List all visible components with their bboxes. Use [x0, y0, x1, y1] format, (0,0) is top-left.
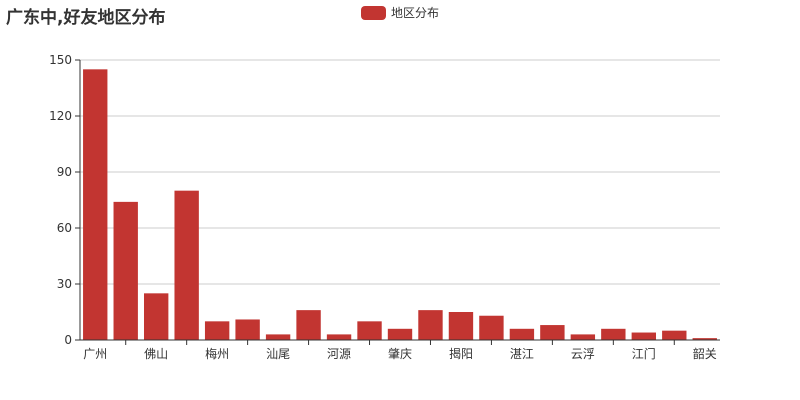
x-tick-label: 韶关	[693, 346, 717, 361]
bar	[692, 338, 717, 340]
bar	[235, 319, 260, 340]
bar	[204, 321, 230, 340]
y-tick-label: 60	[57, 221, 72, 235]
bar	[601, 328, 626, 340]
x-tick-label: 广州	[83, 347, 107, 361]
chart-title: 广东中,好友地区分布	[6, 8, 166, 28]
bar	[448, 312, 474, 340]
x-tick-label: 江门	[632, 346, 656, 361]
bar	[662, 330, 687, 340]
x-tick-label: 河源	[327, 347, 351, 361]
bar	[83, 69, 108, 340]
legend[interactable]: 地区分布	[361, 4, 439, 21]
y-tick-label: 120	[49, 109, 72, 123]
bar	[540, 325, 565, 340]
y-tick-label: 150	[49, 53, 72, 67]
bar	[296, 310, 321, 340]
x-tick-label: 佛山	[144, 347, 168, 361]
bar	[509, 328, 535, 340]
y-tick-label: 90	[57, 165, 72, 179]
bar	[387, 328, 413, 340]
bar	[144, 293, 169, 340]
legend-swatch	[361, 5, 386, 20]
bar	[113, 201, 138, 340]
bar	[479, 315, 504, 340]
legend-label: 地区分布	[391, 6, 440, 20]
y-tick-label: 30	[57, 277, 72, 291]
x-tick-label: 云浮	[571, 347, 595, 361]
bar	[326, 334, 352, 340]
bar	[357, 321, 382, 340]
x-tick-label: 梅州	[205, 346, 229, 361]
bar	[265, 334, 291, 340]
x-tick-label: 湛江	[510, 347, 534, 361]
bar	[631, 332, 656, 340]
bar	[418, 310, 443, 340]
x-tick-label: 肇庆	[388, 346, 412, 361]
bar	[174, 190, 199, 340]
x-tick-label: 汕尾	[266, 347, 290, 361]
x-tick-label: 揭阳	[449, 346, 473, 361]
y-tick-label: 0	[64, 333, 72, 347]
bar	[570, 334, 596, 340]
